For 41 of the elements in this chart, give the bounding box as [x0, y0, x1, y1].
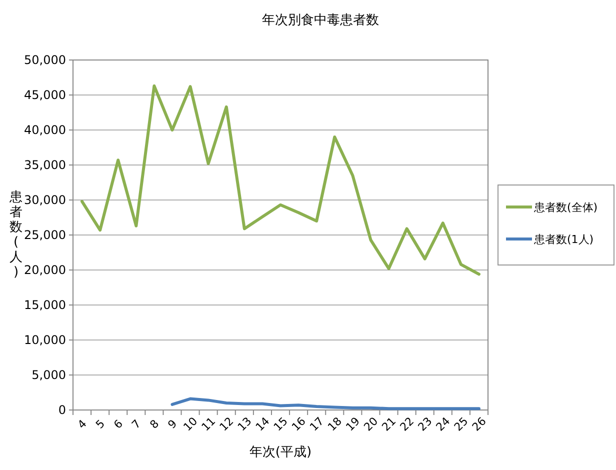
chart-title: 年次別食中毒患者数	[262, 13, 379, 28]
line-series	[80, 84, 480, 276]
x-tick-label: 26	[470, 414, 489, 434]
y-tick-label: 10,000	[24, 333, 66, 348]
y-tick-label: 45,000	[24, 88, 66, 102]
line-series	[170, 397, 480, 410]
x-tick-label: 22	[398, 414, 417, 434]
x-tick-label: 25	[452, 414, 471, 434]
x-tick-label: 13	[235, 414, 254, 434]
x-tick-label: 17	[307, 414, 326, 434]
x-tick-label: 23	[416, 414, 435, 434]
y-axis-title: 患者数(人)	[8, 190, 22, 280]
legend-label: 患者数(全体)	[533, 200, 598, 214]
y-tick-label: 0	[58, 403, 66, 418]
y-tick-label: 30,000	[24, 193, 66, 208]
y-tick-label: 20,000	[24, 263, 66, 278]
x-tick-label: 9	[165, 417, 180, 432]
x-tick-label: 4	[75, 417, 90, 432]
y-tick-label: 50,000	[24, 53, 66, 68]
x-tick-label: 20	[361, 414, 381, 434]
x-tick-label: 16	[289, 414, 308, 434]
x-axis-title: 年次(平成)	[249, 445, 312, 460]
x-tick-label: 19	[343, 414, 362, 434]
y-tick-label: 35,000	[24, 158, 66, 172]
x-tick-label: 10	[180, 414, 200, 434]
legend-label: 患者数(1人)	[533, 232, 594, 246]
x-tick-label: 21	[379, 414, 399, 434]
y-tick-label: 40,000	[24, 123, 66, 138]
x-tick-label: 6	[111, 417, 126, 432]
y-tick-label: 15,000	[24, 298, 66, 312]
x-tick-label: 14	[253, 414, 272, 434]
x-tick-label: 24	[434, 414, 453, 434]
x-tick-label: 12	[217, 414, 236, 434]
x-tick-label: 15	[271, 414, 290, 434]
x-tick-label: 8	[147, 417, 162, 432]
y-tick-label: 25,000	[24, 228, 66, 242]
x-tick-label: 11	[199, 414, 218, 434]
y-tick-label: 5,000	[32, 368, 66, 382]
x-tick-label: 18	[325, 414, 344, 434]
x-tick-label: 7	[129, 417, 144, 432]
x-tick-label: 5	[93, 417, 108, 432]
